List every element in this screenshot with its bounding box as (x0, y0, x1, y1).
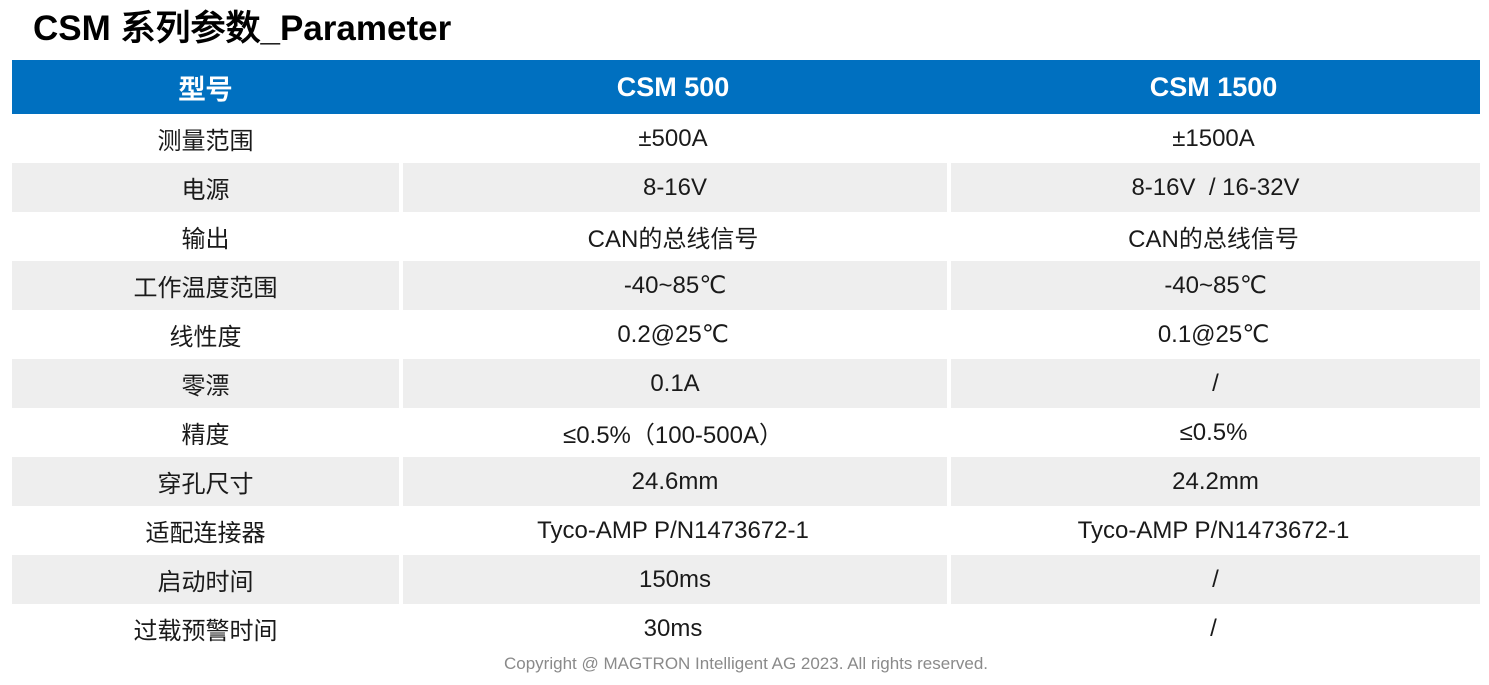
table-header-row: 型号 CSM 500 CSM 1500 (12, 60, 1480, 114)
table-row: 测量范围 ±500A ±1500A (12, 114, 1480, 163)
row-label: 线性度 (169, 324, 242, 351)
csm500-value: 24.6mm (399, 457, 947, 506)
csm500-value: ≤0.5%（100-500A） (563, 422, 783, 449)
table-row: 启动时间 150ms / (12, 555, 1480, 604)
table-row: 穿孔尺寸 24.6mm 24.2mm (12, 457, 1480, 506)
csm500-value: 0.2@25℃ (617, 321, 729, 348)
csm1500-value: 24.2mm (947, 457, 1480, 506)
csm1500-value: / (1210, 614, 1217, 642)
header-parameter: 型号 (178, 74, 233, 105)
csm1500-value: -40~85℃ (947, 261, 1480, 310)
csm1500-value: / (947, 555, 1480, 604)
copyright-footer: Copyright @ MAGTRON Intelligent AG 2023.… (503, 654, 988, 673)
header-csm500: CSM 500 (616, 71, 730, 102)
row-label: 精度 (181, 422, 230, 449)
csm500-value: -40~85℃ (399, 261, 947, 310)
table-row: 工作温度范围 -40~85℃ -40~85℃ (12, 261, 1480, 310)
row-label: 测量范围 (157, 128, 254, 155)
csm500-value: 150ms (399, 555, 947, 604)
csm1500-value: Tyco-AMP P/N1473672-1 (1077, 516, 1350, 544)
csm1500-value: 8-16V / 16-32V (947, 163, 1480, 212)
table-row: 线性度 0.2@25℃ 0.1@25℃ (12, 310, 1480, 359)
csm500-value: 30ms (643, 614, 703, 642)
csm1500-value: 0.1@25℃ (1157, 321, 1270, 348)
csm500-value: CAN的总线信号 (587, 226, 759, 253)
csm1500-value: / (947, 359, 1480, 408)
row-label: 工作温度范围 (12, 261, 399, 310)
row-label: 零漂 (12, 359, 399, 408)
row-label: 输出 (181, 226, 230, 253)
row-label: 过载预警时间 (133, 618, 278, 645)
table-row: 输出 CAN的总线信号 CAN的总线信号 (12, 212, 1480, 261)
table-row: 零漂 0.1A / (12, 359, 1480, 408)
row-label: 电源 (12, 163, 399, 212)
table-row: 电源 8-16V 8-16V / 16-32V (12, 163, 1480, 212)
row-label: 启动时间 (12, 555, 399, 604)
row-label: 适配连接器 (145, 520, 266, 547)
csm1500-value: ±1500A (1172, 124, 1255, 152)
csm1500-value: ≤0.5% (1179, 418, 1248, 446)
header-csm1500: CSM 1500 (1149, 71, 1278, 102)
csm500-value: 0.1A (399, 359, 947, 408)
table-row: 过载预警时间 30ms / (12, 604, 1480, 653)
page-title: CSM 系列参数_Parameter (33, 9, 452, 48)
csm500-value: 8-16V (399, 163, 947, 212)
row-label: 穿孔尺寸 (12, 457, 399, 506)
csm500-value: ±500A (638, 124, 708, 152)
csm1500-value: CAN的总线信号 (1128, 226, 1299, 253)
table-body: 测量范围 ±500A ±1500A 电源 8-16V 8-16V / 16-32… (12, 114, 1480, 653)
table-row: 精度 ≤0.5%（100-500A） ≤0.5% (12, 408, 1480, 457)
parameter-table: 型号 CSM 500 CSM 1500 测量范围 ±500A ±1500A 电源… (12, 60, 1480, 653)
csm500-value: Tyco-AMP P/N1473672-1 (537, 516, 809, 544)
table-row: 适配连接器 Tyco-AMP P/N1473672-1 Tyco-AMP P/N… (12, 506, 1480, 555)
